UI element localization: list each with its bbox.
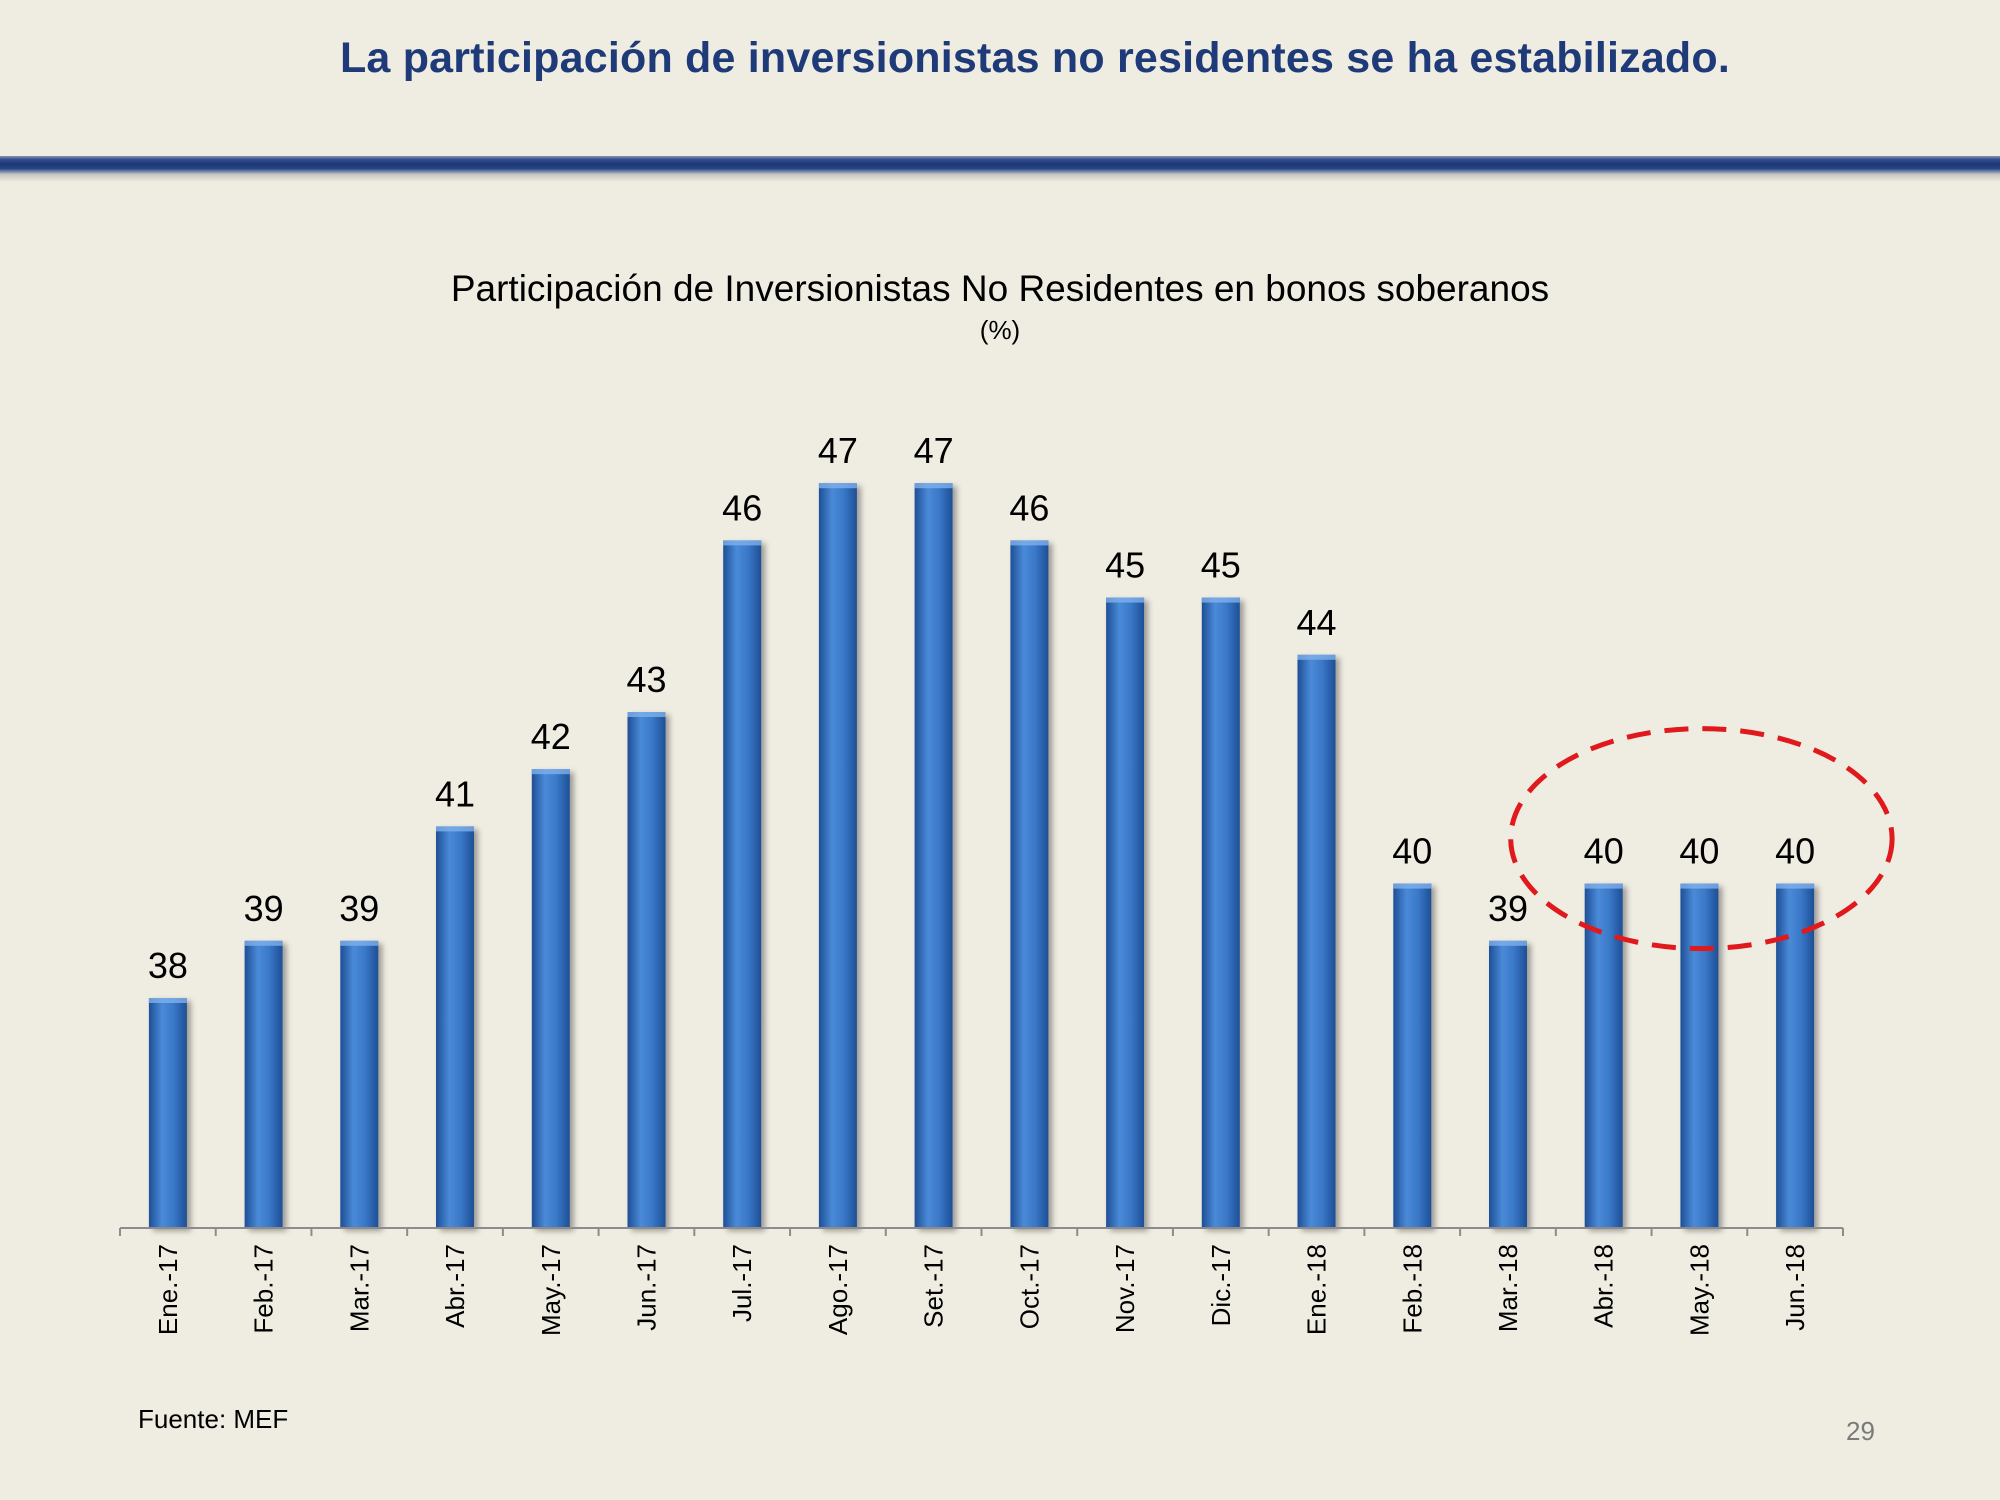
tick-label-Jun.-18: Jun.-18 [1780,1244,1810,1331]
data-label-May.-17: 42 [531,716,571,757]
tick-label-Ene.-17: Ene.-17 [153,1244,183,1335]
bar-Mar.-18 [1489,940,1527,1228]
source-note: Fuente: MEF [138,1404,289,1434]
tick-label-May.-17: May.-17 [536,1244,566,1336]
bar-Ago.-17 [818,483,857,1228]
bar-cap-Jun.-17 [627,712,666,717]
tick-label-Mar.-18: Mar.-18 [1493,1244,1523,1332]
data-label-Oct.-17: 46 [1009,487,1049,528]
highlight-dashed-ellipse [1508,726,1895,952]
bar-cap-Ene.-18 [1297,654,1336,660]
bar-cap-Nov.-17 [1106,597,1145,603]
slide-title: La participación de inversionistas no re… [339,34,1731,82]
x-axis [119,1227,1844,1236]
data-label-Set.-17: 47 [914,430,954,471]
bar-cap-May.-18 [1680,883,1719,889]
tick-label-Mar.-17: Mar.-17 [344,1244,374,1332]
data-label-May.-18: 40 [1679,831,1719,872]
tick-label-Dic.-17: Dic.-17 [1206,1244,1236,1326]
data-label-Mar.-17: 39 [339,888,379,929]
data-label-Mar.-18: 39 [1488,888,1528,929]
data-label-Jun.-18: 40 [1775,831,1815,872]
bar-Set.-17 [914,483,953,1228]
bar-Feb.-18 [1393,883,1432,1228]
bar-May.-18 [1680,883,1719,1228]
data-label-Ene.-18: 44 [1296,602,1336,643]
bar-cap-Jun.-18 [1776,883,1815,889]
bar-Ene.-17 [148,998,187,1228]
bar-Abr.-17 [436,826,474,1228]
bar-cap-Mar.-18 [1489,940,1527,946]
bar-cap-Feb.-18 [1393,883,1432,889]
tick-label-Abr.-17: Abr.-17 [440,1244,470,1328]
data-labels-group: 38 39 39 41 42 43 46 47 47 46 45 45 44 40 39 40 40 40 [148,430,1815,986]
bar-cap-Abr.-17 [436,826,474,832]
tick-label-Feb.-18: Feb.-18 [1397,1244,1427,1334]
data-label-Ago.-17: 47 [818,430,858,471]
tick-label-Oct.-17: Oct.-17 [1014,1244,1044,1329]
data-label-Abr.-18: 40 [1584,831,1624,872]
tick-label-Nov.-17: Nov.-17 [1110,1244,1140,1333]
data-label-Dic.-17: 45 [1201,545,1241,586]
bar-Abr.-18 [1584,883,1623,1228]
bar-Nov.-17 [1106,597,1145,1228]
bar-cap-Dic.-17 [1201,597,1240,603]
data-label-Abr.-17: 41 [435,773,475,814]
title-divider [0,156,2000,174]
bar-Oct.-17 [1010,540,1049,1228]
tick-label-Abr.-18: Abr.-18 [1589,1244,1619,1328]
bar-Jul.-17 [723,540,762,1228]
data-label-Nov.-17: 45 [1105,545,1145,586]
tick-label-Ago.-17: Ago.-17 [823,1244,853,1335]
bar-Jun.-18 [1776,883,1815,1228]
bar-Jun.-17 [627,712,666,1228]
bar-cap-Mar.-17 [340,940,379,946]
bar-cap-May.-17 [531,769,570,775]
chart-title: Participación de Inversionistas No Resid… [450,268,1550,309]
data-label-Feb.-17: 39 [244,888,284,929]
bars-group [148,483,1815,1228]
bar-Ene.-18 [1297,654,1336,1228]
page-number: 29 [1846,1416,1875,1446]
tick-label-Set.-17: Set.-17 [919,1244,949,1328]
bar-cap-Set.-17 [914,483,953,489]
bar-cap-Oct.-17 [1010,540,1049,546]
tick-label-Feb.-17: Feb.-17 [249,1244,279,1334]
tick-label-Jul.-17: Jul.-17 [727,1244,757,1322]
x-tick-labels-group: Ene.-17 Feb.-17 Mar.-17 Abr.-17 May.-17 Jun.-… [153,1244,1810,1336]
data-label-Jul.-17: 46 [722,487,762,528]
tick-label-Ene.-18: Ene.-18 [1302,1244,1332,1335]
data-label-Jun.-17: 43 [626,659,666,700]
data-label-Ene.-17: 38 [148,945,188,986]
tick-label-Jun.-17: Jun.-17 [632,1244,662,1331]
title-divider-shadow [0,174,2000,182]
bar-cap-Jul.-17 [723,540,762,546]
bar-cap-Ago.-17 [818,483,857,489]
highlight-annotation [1508,726,1895,952]
tick-label-May.-18: May.-18 [1684,1244,1714,1336]
bar-Feb.-17 [244,940,283,1228]
bar-Mar.-17 [340,940,379,1228]
bar-cap-Abr.-18 [1584,883,1623,889]
bar-cap-Feb.-17 [244,940,283,946]
bar-Dic.-17 [1201,597,1240,1228]
bar-cap-Ene.-17 [148,998,187,1003]
chart-subtitle: (%) [979,315,1021,345]
bar-May.-17 [531,769,570,1228]
data-label-Feb.-18: 40 [1392,831,1432,872]
